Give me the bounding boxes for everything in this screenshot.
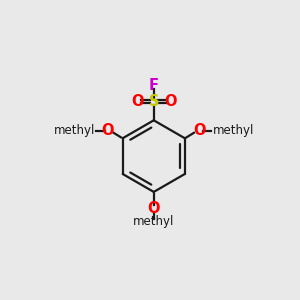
Text: O: O: [148, 201, 160, 216]
Text: O: O: [131, 94, 143, 109]
Text: O: O: [164, 94, 177, 109]
Text: F: F: [149, 78, 159, 93]
Text: S: S: [148, 94, 159, 109]
Text: methyl: methyl: [213, 124, 254, 137]
Text: O: O: [194, 123, 206, 138]
Text: methyl: methyl: [53, 124, 95, 137]
Text: O: O: [101, 123, 114, 138]
Text: methyl: methyl: [133, 215, 174, 228]
